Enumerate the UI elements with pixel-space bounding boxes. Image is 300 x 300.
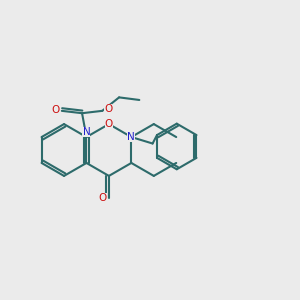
- Text: O: O: [105, 119, 113, 129]
- Text: N: N: [128, 132, 135, 142]
- Text: O: O: [52, 105, 60, 115]
- Text: O: O: [98, 193, 106, 203]
- Text: O: O: [104, 104, 112, 114]
- Text: N: N: [82, 127, 90, 137]
